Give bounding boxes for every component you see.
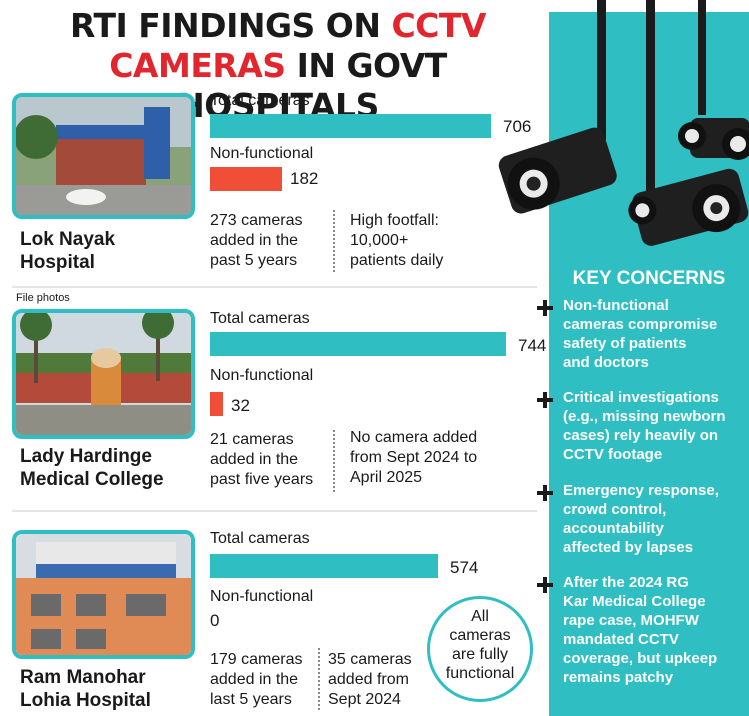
- hospital-name: Lok Nayak Hospital: [20, 229, 116, 273]
- camera-icon: [678, 118, 749, 160]
- key-concerns-title: KEY CONCERNS: [572, 268, 726, 289]
- title-line1-a: RTI FINDINGS ON: [70, 6, 392, 45]
- hospital-name: Ram Manohar Lohia Hospital: [20, 667, 151, 711]
- cameras-added-since-note: 35 cameras added from Sept 2024: [328, 651, 412, 708]
- all-functional-badge: All cameras are fully functional: [427, 596, 533, 702]
- cameras-added-note: 179 cameras added in the last 5 years: [210, 651, 303, 708]
- no-camera-note: No camera added from Sept 2024 to April 20…: [350, 429, 478, 486]
- total-cameras-bar: [210, 332, 506, 356]
- section-divider: [12, 510, 537, 512]
- camera-icon: [498, 127, 617, 214]
- ram-manohar-lohia-photo: [12, 530, 195, 659]
- file-photos-credit: File photos: [16, 292, 70, 304]
- divider: [333, 430, 335, 492]
- non-functional-value: 182: [290, 169, 319, 188]
- cctv-cameras-illustration: [498, 0, 749, 246]
- divider: [318, 648, 320, 710]
- title-line2-a: CAMERAS: [109, 46, 286, 85]
- plus-icon: [537, 300, 553, 316]
- section-divider: [12, 286, 537, 288]
- total-cameras-label: Total cameras: [210, 530, 310, 547]
- cameras-added-note: 21 cameras added in the past five years: [210, 431, 314, 488]
- plus-icon: [537, 577, 553, 593]
- non-functional-bar: [210, 167, 282, 191]
- concern-item: Critical investigations (e.g., missing ne…: [563, 389, 726, 463]
- total-cameras-value: 574: [450, 558, 479, 577]
- non-functional-label: Non-functional: [210, 588, 314, 605]
- total-cameras-value: 744: [518, 336, 547, 355]
- plus-icon: [537, 392, 553, 408]
- non-functional-value: 32: [231, 396, 250, 415]
- total-cameras-label: Total cameras: [210, 92, 310, 109]
- camera-icon: [628, 168, 749, 246]
- concern-item: After the 2024 RG Kar Medical College rape…: [563, 574, 718, 686]
- hospital-name: Lady Hardinge Medical College: [20, 446, 164, 490]
- lady-hardinge-photo: [12, 309, 195, 439]
- non-functional-bar: [210, 392, 223, 416]
- title-line1-b: CCTV: [391, 6, 486, 45]
- footfall-note: High footfall: 10,000+ patients daily: [350, 212, 444, 269]
- non-functional-label: Non-functional: [210, 145, 314, 162]
- divider: [333, 210, 335, 272]
- non-functional-value: 0: [210, 611, 220, 630]
- total-cameras-value: 706: [503, 117, 532, 136]
- concern-item: Non-functional cameras compromise safety o…: [563, 297, 718, 371]
- non-functional-label: Non-functional: [210, 367, 314, 384]
- total-cameras-bar: [210, 554, 438, 578]
- lok-nayak-photo: [12, 93, 195, 219]
- concern-item: Emergency response, crowd control, account…: [563, 482, 719, 556]
- total-cameras-bar: [210, 114, 491, 138]
- plus-icon: [537, 485, 553, 501]
- cameras-added-note: 273 cameras added in the past 5 years: [210, 212, 303, 269]
- total-cameras-label: Total cameras: [210, 310, 310, 327]
